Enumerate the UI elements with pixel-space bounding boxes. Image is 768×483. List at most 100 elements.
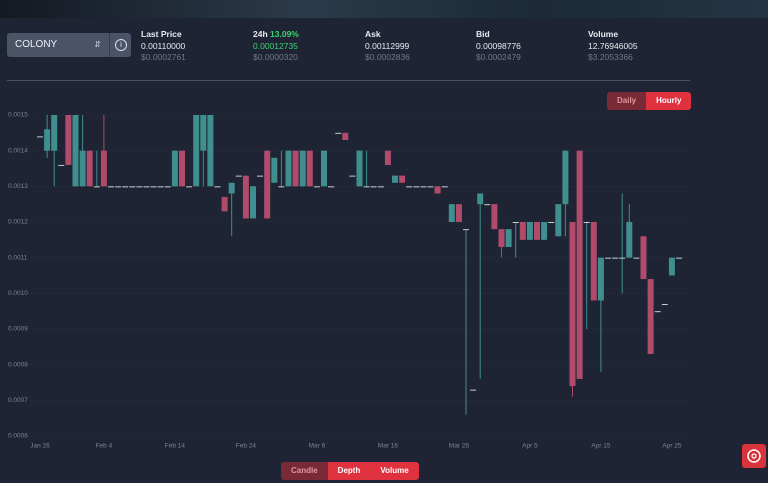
settings-button[interactable]	[742, 444, 766, 468]
candle-body	[264, 150, 271, 219]
market-select[interactable]: COLONY ⇵	[7, 33, 109, 57]
candle-body	[406, 186, 413, 188]
candle-body	[555, 204, 562, 237]
stat-value: 0.00110000	[141, 40, 186, 51]
candle-body	[342, 132, 349, 140]
candle-body	[292, 150, 299, 187]
y-tick-label: 0.0013	[8, 183, 28, 190]
candle-body	[214, 186, 221, 188]
x-tick-label: Feb 4	[96, 443, 113, 450]
candle-body	[377, 186, 384, 188]
stat-usd: $0.0002761	[141, 52, 186, 62]
stat-value: 0.00112999	[365, 40, 410, 51]
divider	[7, 80, 690, 81]
candle-body	[626, 222, 633, 258]
top-banner	[0, 0, 768, 18]
period-toggle: Daily Hourly	[607, 92, 692, 110]
candle-body	[512, 222, 519, 223]
candle-body	[441, 186, 448, 188]
y-tick-label: 0.0011	[8, 254, 28, 261]
candle-body	[519, 222, 526, 240]
candle-body	[548, 222, 555, 223]
candle-body	[65, 115, 72, 165]
candle-body	[51, 115, 58, 151]
candle-body	[477, 193, 484, 205]
x-tick-label: Mar 6	[309, 443, 326, 450]
y-tick-label: 0.0014	[8, 147, 28, 154]
stat-usd: $0.0002479	[476, 52, 521, 62]
stat-value: 12.76946005	[588, 40, 638, 51]
candle-body	[661, 304, 668, 306]
candle-body	[569, 222, 576, 387]
candle-body	[676, 257, 682, 259]
x-tick-label: Jan 26	[30, 443, 50, 450]
candle-body	[72, 115, 79, 187]
candle-body	[235, 175, 242, 177]
candle-body	[86, 150, 93, 187]
candle-body	[143, 186, 150, 188]
candle-body	[122, 186, 129, 188]
x-tick-label: Apr 15	[591, 443, 611, 450]
hourly-button[interactable]: Hourly	[646, 92, 692, 110]
candle-body	[136, 186, 143, 188]
stat-label: Bid	[476, 29, 490, 39]
candle-body	[271, 157, 278, 183]
candle-body	[207, 115, 214, 187]
candle-body	[44, 129, 51, 151]
stat-usd: $3.2053366	[588, 52, 633, 62]
stat-label: Ask	[365, 29, 381, 39]
candle-body	[455, 204, 462, 222]
depth-button[interactable]: Depth	[327, 462, 371, 480]
volume-button[interactable]: Volume	[370, 462, 419, 480]
stat-usd: $0.0000320	[253, 52, 298, 62]
x-tick-label: Feb 14	[165, 443, 186, 450]
candle-body	[179, 150, 185, 187]
info-button[interactable]: i	[109, 33, 131, 57]
stat-usd: $0.0002836	[365, 52, 410, 62]
candle-body	[463, 229, 469, 231]
candle-body	[562, 150, 569, 205]
candle-body	[448, 204, 455, 222]
gear-icon	[747, 449, 761, 463]
candle-body	[384, 150, 391, 165]
candle-body	[484, 204, 491, 206]
candle-body	[221, 197, 228, 212]
candle-body	[129, 186, 136, 188]
candle-body	[79, 150, 86, 187]
x-tick-label: Feb 24	[236, 443, 257, 450]
candle-body	[470, 389, 477, 391]
candle-body	[399, 175, 406, 183]
candle-body	[498, 229, 505, 247]
stat-label: Last Price	[141, 29, 182, 39]
candle-button[interactable]: Candle	[281, 462, 328, 480]
stat: Last Price 0.00110000 $0.0002761	[141, 29, 186, 64]
daily-button[interactable]: Daily	[607, 92, 647, 110]
y-tick-label: 0.0006	[8, 433, 28, 440]
stat-change: 13.09%	[270, 29, 299, 39]
view-toggle: Candle Depth Volume	[281, 462, 419, 480]
candle-body	[605, 257, 611, 259]
stat-label: Volume	[588, 29, 619, 39]
candle-body	[200, 115, 207, 151]
candle-body	[108, 186, 114, 188]
candle-body	[321, 150, 327, 187]
candle-body	[640, 236, 647, 280]
x-tick-label: Mar 16	[378, 443, 399, 450]
candle-body	[505, 229, 512, 247]
candle-body	[93, 186, 100, 188]
stat: Ask 0.00112999 $0.0002836	[365, 29, 410, 64]
candle-body	[590, 222, 597, 301]
stat: Volume 12.76946005 $3.2053366	[588, 29, 638, 64]
candle-body	[576, 150, 583, 379]
stat-value: 0.00098776	[476, 40, 521, 51]
candle-body	[100, 150, 107, 187]
candle-body	[37, 136, 43, 138]
candle-body	[157, 186, 164, 188]
candle-body	[363, 186, 370, 188]
candle-body	[150, 186, 157, 188]
stat: 24h 13.09% 0.00012735 $0.0000320	[253, 29, 299, 64]
candle-body	[633, 257, 640, 259]
y-tick-label: 0.0010	[8, 290, 28, 297]
